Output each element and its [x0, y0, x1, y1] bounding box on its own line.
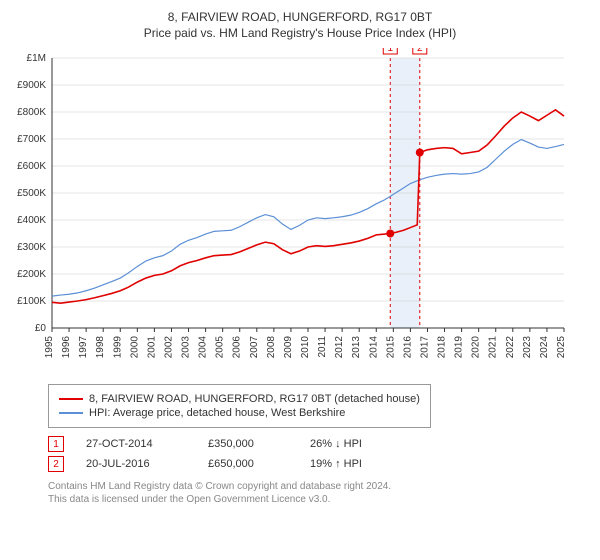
svg-text:£900K: £900K	[17, 80, 46, 91]
svg-text:2012: 2012	[334, 336, 345, 359]
svg-text:2007: 2007	[249, 336, 260, 359]
svg-text:1: 1	[387, 48, 393, 54]
svg-text:2023: 2023	[522, 336, 533, 359]
chart-title: 8, FAIRVIEW ROAD, HUNGERFORD, RG17 0BT	[8, 10, 592, 24]
chart-container: £0 £100K £200K £300K £400K £500K £600K £700K £80…	[8, 48, 592, 378]
svg-text:2008: 2008	[266, 336, 277, 359]
svg-text:2019: 2019	[454, 336, 465, 359]
sales-table: 1 27-OCT-2014 £350,000 26% ↓ HPI 2 20-JU…	[48, 436, 592, 472]
svg-text:1999: 1999	[112, 336, 123, 359]
svg-text:£0: £0	[35, 323, 47, 334]
chart-subtitle: Price paid vs. HM Land Registry's House …	[8, 26, 592, 40]
svg-text:£800K: £800K	[17, 107, 46, 118]
svg-text:£600K: £600K	[17, 161, 46, 172]
svg-text:£100K: £100K	[17, 296, 46, 307]
sale-price: £350,000	[208, 438, 288, 450]
svg-text:2025: 2025	[556, 336, 567, 359]
footer-line-1: Contains HM Land Registry data © Crown c…	[48, 480, 592, 493]
price-chart: £0 £100K £200K £300K £400K £500K £600K £700K £80…	[8, 48, 568, 378]
sales-row: 2 20-JUL-2016 £650,000 19% ↑ HPI	[48, 456, 592, 472]
svg-text:2015: 2015	[385, 336, 396, 359]
svg-text:2000: 2000	[129, 336, 140, 359]
svg-text:2003: 2003	[181, 336, 192, 359]
svg-text:2014: 2014	[368, 336, 379, 359]
legend-label: HPI: Average price, detached house, West…	[89, 407, 345, 419]
sale-date: 20-JUL-2016	[86, 458, 186, 470]
svg-text:1997: 1997	[78, 336, 89, 359]
sale-marker-1: 1	[48, 436, 64, 452]
legend-label: 8, FAIRVIEW ROAD, HUNGERFORD, RG17 0BT (…	[89, 393, 420, 405]
svg-text:£700K: £700K	[17, 134, 46, 145]
svg-text:2009: 2009	[283, 336, 294, 359]
sale-diff: 19% ↑ HPI	[310, 458, 390, 470]
svg-text:£300K: £300K	[17, 242, 46, 253]
legend-item: 8, FAIRVIEW ROAD, HUNGERFORD, RG17 0BT (…	[59, 393, 420, 405]
svg-text:2010: 2010	[300, 336, 311, 359]
sale-diff: 26% ↓ HPI	[310, 438, 390, 450]
svg-text:£200K: £200K	[17, 269, 46, 280]
svg-text:£500K: £500K	[17, 188, 46, 199]
svg-text:2017: 2017	[419, 336, 430, 359]
legend-swatch-hpi	[59, 412, 83, 414]
legend-item: HPI: Average price, detached house, West…	[59, 407, 420, 419]
svg-text:£400K: £400K	[17, 215, 46, 226]
sale-date: 27-OCT-2014	[86, 438, 186, 450]
svg-text:2018: 2018	[437, 336, 448, 359]
svg-text:2001: 2001	[146, 336, 157, 359]
sale-price: £650,000	[208, 458, 288, 470]
legend-swatch-price	[59, 398, 83, 400]
svg-text:2021: 2021	[488, 336, 499, 359]
svg-text:1996: 1996	[61, 336, 72, 359]
svg-text:2016: 2016	[402, 336, 413, 359]
sales-row: 1 27-OCT-2014 £350,000 26% ↓ HPI	[48, 436, 592, 452]
svg-text:2002: 2002	[163, 336, 174, 359]
svg-text:2006: 2006	[232, 336, 243, 359]
sale-marker-2: 2	[48, 456, 64, 472]
svg-text:2005: 2005	[215, 336, 226, 359]
svg-text:1998: 1998	[95, 336, 106, 359]
svg-text:2004: 2004	[198, 336, 209, 359]
legend: 8, FAIRVIEW ROAD, HUNGERFORD, RG17 0BT (…	[48, 384, 431, 428]
svg-text:2011: 2011	[317, 336, 328, 358]
svg-text:2020: 2020	[471, 336, 482, 359]
svg-text:£1M: £1M	[27, 53, 46, 64]
svg-text:2024: 2024	[539, 336, 550, 359]
footer: Contains HM Land Registry data © Crown c…	[48, 480, 592, 506]
svg-text:2022: 2022	[505, 336, 516, 359]
footer-line-2: This data is licensed under the Open Gov…	[48, 493, 592, 506]
svg-text:2013: 2013	[351, 336, 362, 359]
svg-text:2: 2	[417, 48, 423, 54]
svg-text:1995: 1995	[44, 336, 55, 359]
